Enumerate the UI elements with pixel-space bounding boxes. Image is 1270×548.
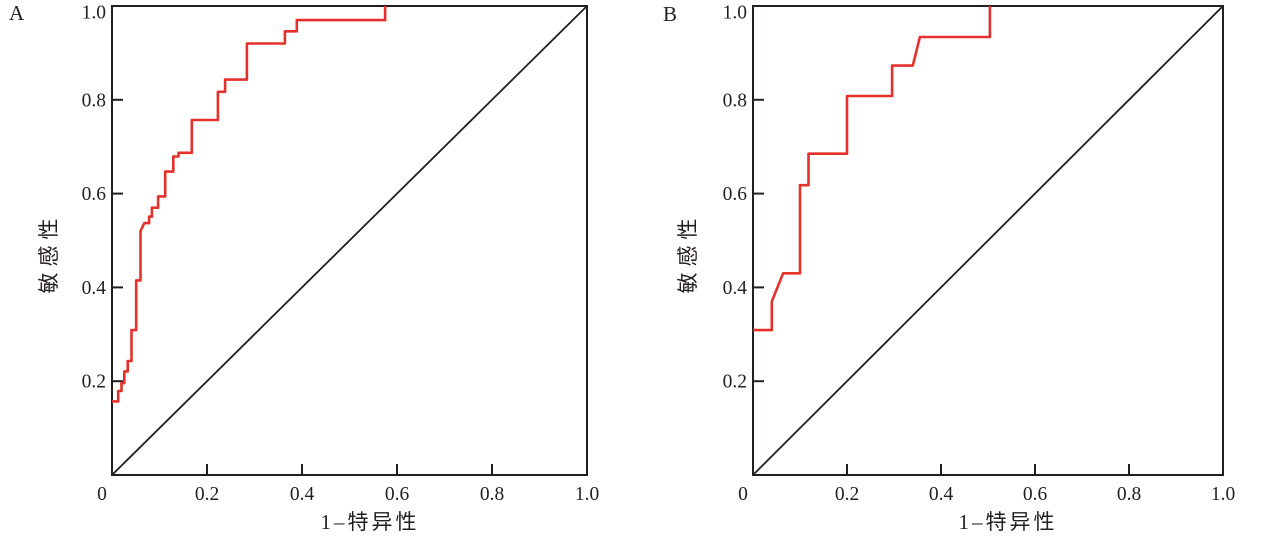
panel-a-x-tick-label: 0 — [97, 484, 107, 505]
panel-b-label: B — [663, 2, 678, 26]
panel-b-x-tick-label: 1.0 — [1211, 484, 1235, 505]
panel-a-x-tick-label: 1.0 — [575, 484, 599, 505]
panel-a-x-axis-title: 1–特异性 — [320, 510, 420, 534]
panel-a-x-tick-label: 0.4 — [290, 484, 315, 505]
panel-b-y-axis-title: 敏感性 — [676, 212, 700, 294]
panel-b-y-tick-label: 0.6 — [723, 184, 748, 205]
panel-b-x-tick-label: 0 — [738, 484, 748, 505]
panel-b-plot-frame — [752, 5, 1224, 476]
panel-b-x-tick-label: 0.8 — [1117, 484, 1141, 505]
panel-a-x-tick-label: 0.8 — [480, 484, 504, 505]
panel-a-y-tick-label: 0.2 — [82, 372, 106, 393]
panel-a-plot-frame — [111, 5, 588, 476]
panel-a-x-tick-label: 0.2 — [195, 484, 219, 505]
panel-b-x-tick-label: 0.2 — [835, 484, 859, 505]
panel-b-roc-curve — [753, 6, 992, 332]
panel-a-y-tick-label: 0.6 — [82, 184, 107, 205]
panel-b-y-tick-label: 0.2 — [723, 372, 747, 393]
panel-b-y-tick-label: 0.8 — [723, 90, 747, 111]
panel-b-y-tick-label: 1.0 — [723, 3, 747, 24]
panel-a-y-tick-label: 0.4 — [82, 278, 107, 299]
panel-a-y-axis-title: 敏感性 — [37, 212, 61, 294]
panel-b-x-tick-label: 0.4 — [929, 484, 954, 505]
panel-b-x-axis-title: 1–特异性 — [958, 510, 1058, 534]
panel-a-y-tick-label: 0.8 — [82, 90, 106, 111]
panel-a-y-tick-label: 1.0 — [82, 3, 106, 24]
panel-b-x-tick-label: 0.6 — [1023, 484, 1048, 505]
panel-b-y-tick-label: 0.4 — [723, 278, 748, 299]
panel-a-label: A — [9, 1, 25, 25]
panel-a-roc-curve — [112, 6, 387, 403]
panel-b-reference-diagonal-line — [752, 5, 1224, 476]
panel-a-reference-diagonal-line — [111, 5, 588, 476]
panel-a-x-tick-label: 0.6 — [385, 484, 410, 505]
